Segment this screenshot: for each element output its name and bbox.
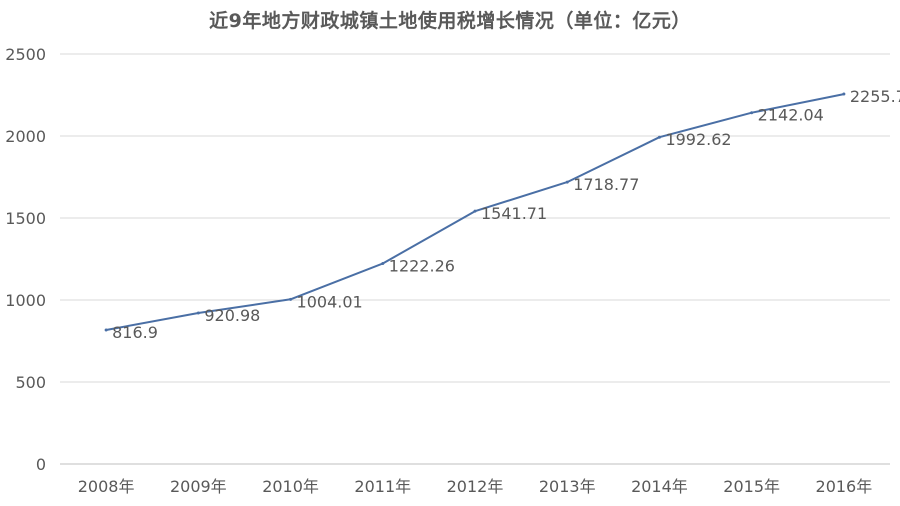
data-label: 1004.01 <box>297 292 363 311</box>
data-point <box>750 111 754 115</box>
data-label: 816.9 <box>112 323 158 342</box>
x-axis: 2008年 2009年 2010年 2011年 2012年 2013年 2014年 2015年… <box>78 477 873 496</box>
data-point <box>381 262 385 266</box>
gridlines <box>60 53 890 465</box>
data-point <box>842 92 846 96</box>
data-label: 2255.74 <box>850 87 900 106</box>
x-tick-label: 2014年 <box>631 477 688 496</box>
data-label: 1541.71 <box>481 204 547 223</box>
data-point <box>196 311 200 315</box>
x-tick-label: 2016年 <box>816 477 873 496</box>
x-tick-label: 2012年 <box>447 477 504 496</box>
data-label: 2142.04 <box>758 106 824 125</box>
x-tick-label: 2013年 <box>539 477 596 496</box>
data-label: 1992.62 <box>665 130 731 149</box>
x-tick-label: 2011年 <box>354 477 411 496</box>
x-tick-label: 2009年 <box>170 477 227 496</box>
series-line <box>104 92 846 332</box>
y-tick-label: 0 <box>36 455 46 474</box>
y-tick-label: 500 <box>15 373 46 392</box>
y-axis: 0 500 1000 1500 2000 2500 <box>5 45 46 474</box>
data-label: 1222.26 <box>389 257 455 276</box>
x-tick-label: 2008年 <box>78 477 135 496</box>
data-point <box>657 135 661 139</box>
x-tick-label: 2010年 <box>262 477 319 496</box>
x-tick-label: 2015年 <box>723 477 780 496</box>
data-label: 1718.77 <box>573 175 639 194</box>
data-point <box>289 297 293 301</box>
data-labels: 816.9 920.98 1004.01 1222.26 1541.71 1718.77 1… <box>112 87 900 342</box>
data-label: 920.98 <box>204 306 260 325</box>
y-tick-label: 2500 <box>5 45 46 64</box>
data-point <box>473 209 477 213</box>
chart-title: 近9年地方财政城镇土地使用税增长情况（单位：亿元） <box>209 10 691 32</box>
y-tick-label: 2000 <box>5 127 46 146</box>
data-point <box>104 328 108 332</box>
y-tick-label: 1000 <box>5 291 46 310</box>
data-point <box>565 180 569 184</box>
y-tick-label: 1500 <box>5 209 46 228</box>
